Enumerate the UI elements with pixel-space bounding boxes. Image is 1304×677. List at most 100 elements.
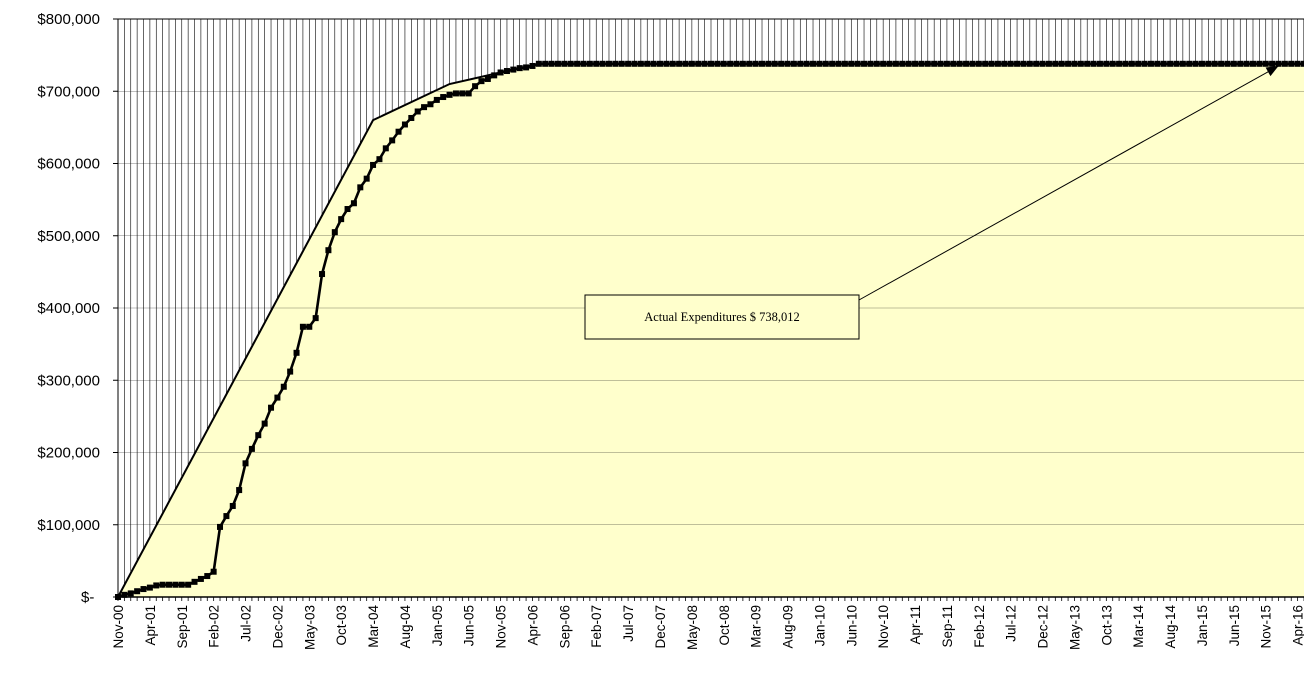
data-point: [861, 60, 868, 67]
data-point: [1077, 60, 1084, 67]
data-point: [1269, 60, 1276, 67]
data-point: [1179, 60, 1186, 67]
x-tick-label: Apr-16: [1291, 605, 1304, 646]
data-point: [255, 432, 262, 439]
data-point: [1281, 60, 1288, 67]
data-point: [325, 247, 332, 254]
data-point: [1154, 60, 1161, 67]
data-point: [937, 60, 944, 67]
data-point: [593, 60, 600, 67]
data-point: [880, 60, 887, 67]
data-point: [988, 60, 995, 67]
y-tick-label: $400,000: [37, 300, 100, 317]
x-tick-label: Aug-14: [1163, 605, 1178, 649]
data-point: [1096, 60, 1103, 67]
data-point: [465, 90, 472, 97]
x-tick-label: Sep-06: [557, 605, 572, 649]
y-tick-label: $600,000: [37, 156, 100, 173]
data-point: [223, 513, 230, 520]
data-point: [835, 60, 842, 67]
data-point: [159, 581, 166, 588]
data-point: [912, 60, 919, 67]
data-point: [759, 60, 766, 67]
x-tick-label: Jul-07: [621, 605, 636, 642]
data-point: [491, 72, 498, 79]
data-point: [146, 584, 153, 591]
data-point: [669, 60, 676, 67]
annotation-box: [584, 294, 860, 340]
data-point: [312, 315, 319, 322]
data-point: [497, 69, 504, 76]
data-point: [217, 523, 224, 530]
data-point: [338, 216, 345, 223]
axes: [113, 18, 1304, 601]
data-point: [299, 323, 306, 330]
data-point: [1065, 60, 1072, 67]
data-point: [370, 161, 377, 168]
data-point: [535, 60, 542, 67]
data-point: [854, 60, 861, 67]
data-point: [1275, 60, 1282, 67]
data-point: [720, 60, 727, 67]
x-tick-label: Jul-12: [1004, 605, 1019, 642]
data-point: [204, 573, 211, 580]
data-point: [280, 383, 287, 390]
data-point: [733, 60, 740, 67]
data-point: [197, 575, 204, 582]
data-point: [395, 128, 402, 135]
data-point: [484, 75, 491, 82]
data-point: [452, 90, 459, 97]
x-tick-label: Oct-03: [334, 605, 349, 646]
data-point: [529, 62, 536, 69]
x-tick-label: Jun-05: [462, 605, 477, 646]
data-point: [892, 60, 899, 67]
data-point: [414, 108, 421, 115]
data-point: [287, 368, 294, 375]
x-tick-label: Dec-07: [653, 605, 668, 649]
data-point: [574, 60, 581, 67]
data-point: [523, 64, 530, 71]
data-point: [931, 60, 938, 67]
data-point: [956, 60, 963, 67]
data-point: [765, 60, 772, 67]
data-point: [1230, 60, 1237, 67]
x-tick-label: Nov-05: [494, 605, 509, 649]
data-point: [268, 404, 275, 411]
data-point: [994, 60, 1001, 67]
data-point: [472, 83, 479, 90]
data-point: [185, 581, 192, 588]
data-point: [1109, 60, 1116, 67]
x-tick-label: Aug-04: [398, 605, 413, 649]
data-point: [924, 60, 931, 67]
data-point: [1052, 60, 1059, 67]
data-point: [274, 394, 281, 401]
data-point: [739, 60, 746, 67]
data-point: [612, 60, 619, 67]
data-point: [784, 60, 791, 67]
x-tick-label: Mar-09: [749, 605, 764, 648]
data-point: [676, 60, 683, 67]
data-point: [1249, 60, 1256, 67]
horizontal-gridlines: [118, 18, 1304, 525]
data-point: [771, 60, 778, 67]
data-point: [433, 96, 440, 103]
data-point: [319, 271, 326, 278]
data-point: [746, 60, 753, 67]
y-tick-labels: $- $100,000 $200,000 $300,000 $400,000 $500,0…: [37, 11, 100, 606]
y-tick-label: $-: [81, 589, 94, 606]
data-point: [1084, 60, 1091, 67]
marker-series: [115, 60, 1304, 600]
x-tick-label: Mar-14: [1131, 605, 1146, 648]
x-tick-label: Nov-00: [111, 605, 126, 649]
data-point: [567, 60, 574, 67]
data-point: [1294, 60, 1301, 67]
data-point: [478, 78, 485, 85]
data-point: [625, 60, 632, 67]
data-point: [229, 502, 236, 509]
data-point: [1256, 60, 1263, 67]
data-point: [331, 229, 338, 236]
data-point: [618, 60, 625, 67]
data-point: [548, 60, 555, 67]
data-point: [969, 60, 976, 67]
